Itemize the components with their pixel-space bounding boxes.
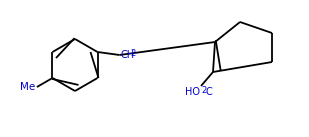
Text: C: C [206, 87, 213, 97]
Text: 2: 2 [130, 49, 136, 58]
Text: HO: HO [185, 87, 200, 97]
Text: Me: Me [20, 82, 35, 92]
Text: 2: 2 [201, 86, 206, 95]
Text: CH: CH [121, 50, 135, 60]
